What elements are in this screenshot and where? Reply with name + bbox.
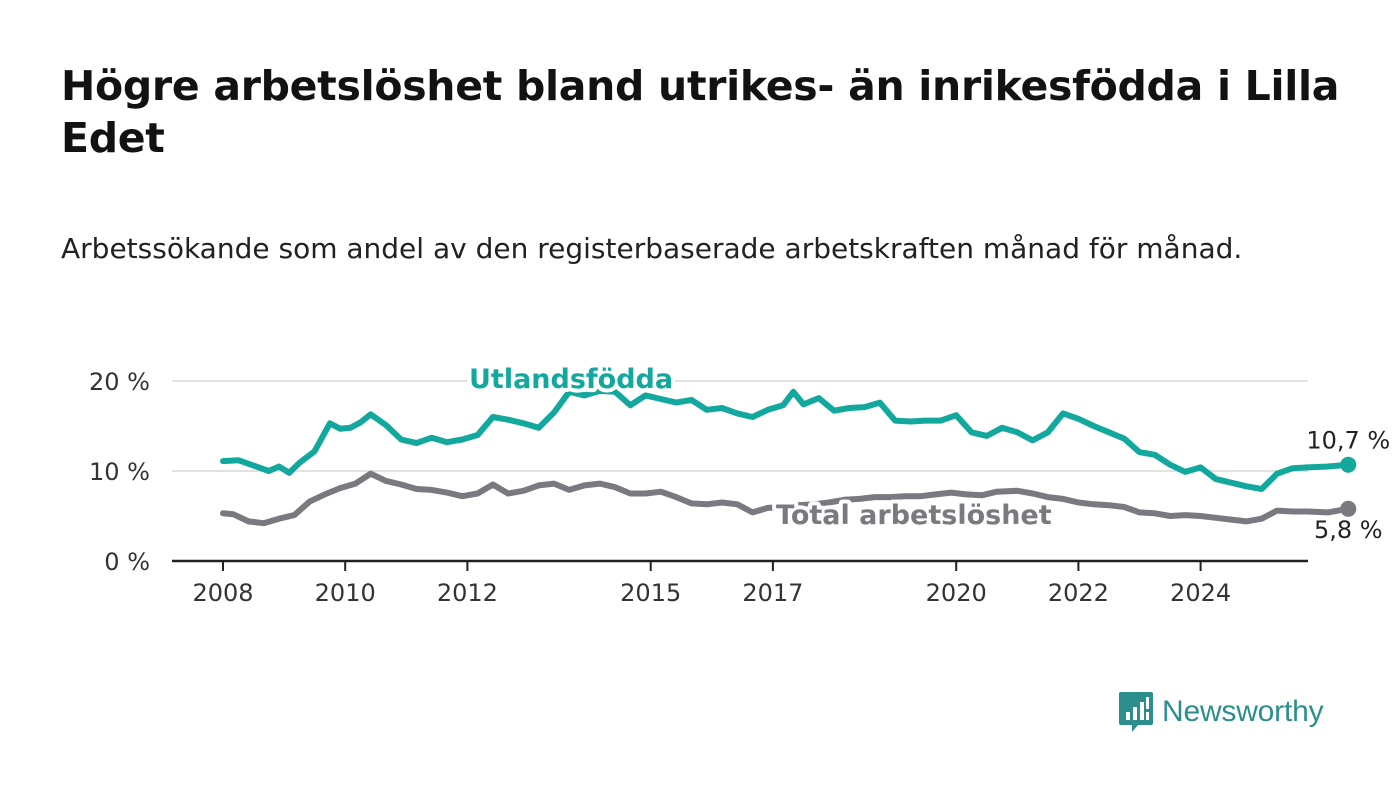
end-value-label: 5,8 % [1314, 516, 1383, 544]
series-end-point [1340, 456, 1357, 473]
y-tick-label: 10 % [89, 458, 150, 486]
y-tick-label: 0 % [104, 548, 150, 576]
series-line-total [220, 470, 1352, 527]
brand-name: Newsworthy [1162, 695, 1324, 728]
gridlines [172, 380, 1308, 472]
chart-title: Högre arbetslöshet bland utrikes- än inr… [61, 62, 1340, 162]
series-name-label: Utlandsfödda [469, 364, 673, 395]
series-name-label: Total arbetslöshet [776, 500, 1052, 531]
newsworthy-logo: Newsworthy [1118, 690, 1324, 734]
end-value-label: 10,7 % [1306, 427, 1390, 455]
x-tick-label: 2022 [1048, 579, 1109, 607]
x-tick-label: 2020 [926, 579, 987, 607]
x-tick-label: 2010 [315, 579, 376, 607]
series-lines [220, 387, 1357, 527]
newsworthy-bar-chart-icon [1119, 692, 1153, 732]
x-tick-label: 2008 [192, 579, 253, 607]
x-tick-label: 2015 [620, 579, 681, 607]
chart-labels: 10,7 % 5,8 % Utlandsfödda Total arbetslöshe… [465, 360, 1390, 544]
axes: 0 % 10 % 20 % 2008 2010 2012 2015 2017 2020 2022 2… [89, 368, 1308, 607]
x-tick-label: 2012 [437, 579, 498, 607]
chart-subtitle: Arbetssökande som andel av den registerb… [61, 232, 1243, 265]
x-tick-label: 2017 [742, 579, 803, 607]
x-tick-label: 2024 [1170, 579, 1231, 607]
series-line-utlandsfodda [220, 387, 1352, 492]
series-end-point [1340, 500, 1357, 517]
y-tick-label: 20 % [89, 368, 150, 396]
